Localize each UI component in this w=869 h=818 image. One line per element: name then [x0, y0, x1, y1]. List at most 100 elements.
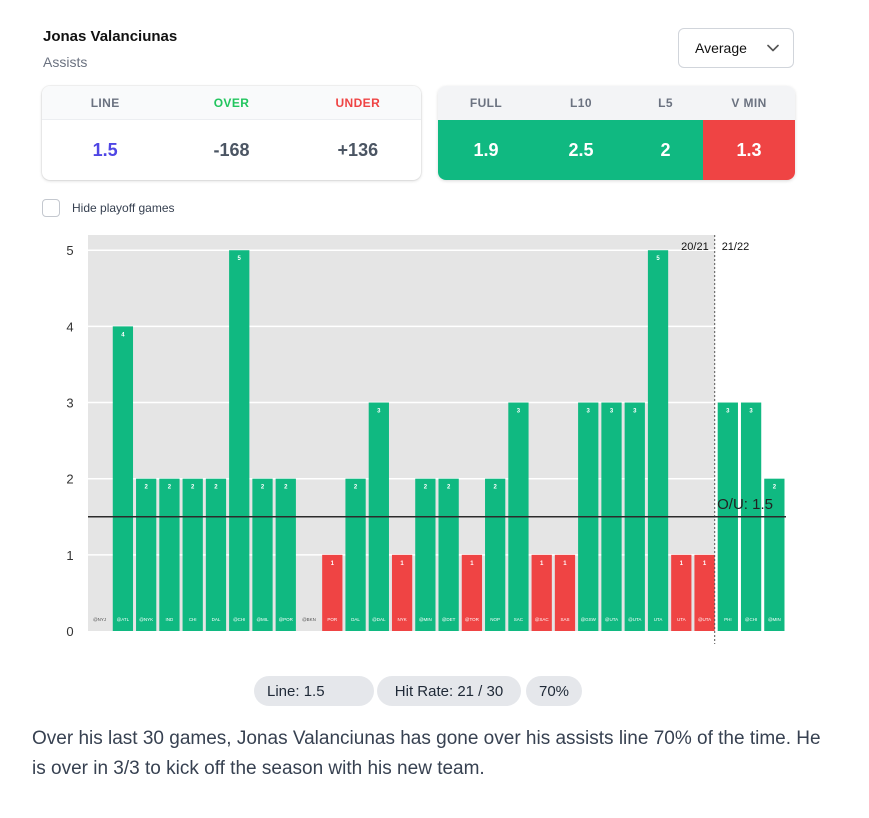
bar-value-label: 2: [214, 485, 218, 491]
bar: [391, 554, 413, 631]
hit-rate-pill: Hit Rate: 21 / 30: [377, 676, 521, 706]
vs-min-header: V MIN: [731, 96, 767, 110]
x-category-label: SAC: [514, 617, 524, 622]
bar-value-label: 2: [773, 485, 777, 491]
bar: [438, 478, 459, 631]
line-pill: Line: 1.5: [254, 676, 374, 706]
l5-average: 2: [628, 120, 703, 180]
assists-bar-chart: 0 1 2 3 4 5 @NYJ 4 @ATL 2 @NYK 2 IND 2 CHI 2 DAL 5 @CHI 2 @M…: [66, 235, 786, 644]
stat-type-label: Assists: [43, 54, 88, 70]
y-tick-label: 4: [66, 319, 73, 334]
bar: [322, 554, 343, 631]
l10-average: 2.5: [534, 120, 628, 180]
l10-header: L10: [570, 96, 592, 110]
under-odds: +136: [337, 139, 379, 160]
y-tick-label: 5: [66, 243, 73, 258]
x-category-label: @DAL: [372, 617, 386, 622]
x-category-label: NOP: [490, 617, 500, 622]
chevron-down-icon: [767, 44, 779, 52]
summary-text: Over his last 30 games, Jonas Valanciuna…: [32, 728, 821, 779]
x-category-label: DAL: [212, 617, 221, 622]
x-category-label: NYK: [397, 617, 406, 622]
y-tick-label: 0: [66, 624, 73, 639]
x-category-label: @CHI: [745, 617, 757, 622]
season-label-current: 21/22: [722, 241, 750, 253]
bar: [415, 478, 436, 631]
x-category-label: PHI: [724, 617, 732, 622]
x-category-label: @ATL: [117, 617, 130, 622]
bar: [112, 326, 134, 631]
bar-value-label: 3: [517, 409, 521, 415]
season-label-past: 20/21: [681, 241, 709, 253]
bar: [647, 250, 669, 631]
x-category-label: @UTA: [628, 617, 641, 622]
bar: [252, 478, 273, 631]
bar-value-label: 1: [400, 561, 404, 567]
hide-playoff-checkbox[interactable]: [42, 199, 60, 217]
bar-value-label: 3: [726, 409, 730, 415]
bar-value-label: 2: [261, 485, 265, 491]
x-category-label: @DET: [442, 617, 456, 622]
y-tick-label: 3: [66, 396, 73, 411]
x-category-label: POR: [327, 617, 338, 622]
bar-value-label: 2: [447, 485, 451, 491]
bar: [345, 478, 366, 631]
full-average: 1.9: [438, 120, 534, 180]
x-category-label: UTA: [677, 617, 686, 622]
percent-pill: 70%: [526, 676, 582, 706]
line-odds-card: LINE OVER UNDER 1.5 -168 +136: [42, 86, 421, 180]
bar: [182, 478, 203, 631]
l5-header: L5: [658, 96, 673, 110]
line-header: LINE: [90, 95, 120, 110]
bar: [671, 554, 692, 631]
bar: [485, 478, 506, 631]
bar-value-label: 2: [354, 485, 358, 491]
bar-value-label: 1: [331, 561, 335, 567]
x-category-label: @MIN: [419, 617, 432, 622]
full-header: FULL: [469, 96, 503, 110]
x-category-label: @MIL: [256, 617, 269, 622]
bar-value-label: 4: [121, 332, 125, 338]
bar-value-label: 1: [680, 561, 684, 567]
x-category-label: @BKN: [302, 617, 316, 622]
bar: [275, 478, 296, 631]
x-category-label: @CHI: [233, 617, 245, 622]
x-category-label: @SAC: [535, 617, 550, 622]
bar-value-label: 2: [424, 485, 428, 491]
x-category-label: @MIN: [768, 617, 781, 622]
bar-value-label: 1: [470, 561, 474, 567]
bar-value-label: 3: [610, 409, 614, 415]
x-category-label: IND: [166, 617, 175, 622]
bar-value-label: 3: [749, 409, 753, 415]
over-under-label: O/U: 1.5: [717, 496, 773, 513]
bar: [694, 554, 715, 631]
x-category-label: SAS: [560, 617, 569, 622]
bar: [159, 478, 180, 631]
bar-value-label: 3: [587, 409, 591, 415]
y-tick-label: 2: [66, 472, 73, 487]
x-category-label: @TOR: [465, 617, 480, 622]
bar-value-label: 2: [144, 485, 148, 491]
hide-playoff-toggle[interactable]: Hide playoff games: [42, 199, 175, 217]
bar-value-label: 1: [563, 561, 567, 567]
bar: [531, 554, 552, 631]
x-category-label: @NYJ: [93, 617, 106, 622]
bar-value-label: 1: [703, 561, 707, 567]
bar: [136, 478, 157, 631]
averages-card: FULL L10 L5 V MIN 1.9 2.5 2 1.3: [438, 86, 795, 180]
hide-playoff-label: Hide playoff games: [72, 201, 175, 215]
bar: [461, 554, 483, 631]
bar-value-label: 2: [168, 485, 172, 491]
x-category-label: DAL: [351, 617, 360, 622]
player-name: Jonas Valanciunas: [43, 28, 178, 45]
vs-min-average: 1.3: [703, 120, 795, 180]
under-header: UNDER: [335, 95, 381, 110]
bar: [554, 554, 576, 631]
bar: [205, 478, 227, 631]
bar-value-label: 2: [284, 485, 288, 491]
average-select[interactable]: Average: [678, 28, 794, 68]
y-tick-label: 1: [66, 548, 73, 563]
bar: [229, 250, 250, 631]
over-header: OVER: [213, 95, 250, 110]
bar-value-label: 5: [656, 256, 660, 262]
